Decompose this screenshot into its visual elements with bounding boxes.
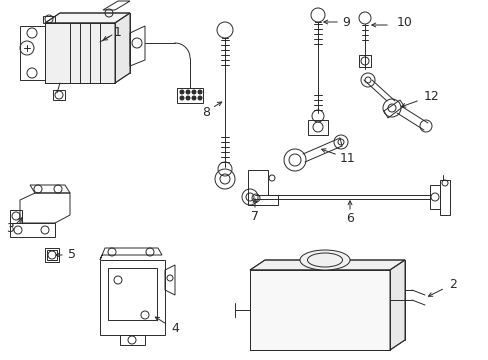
Circle shape [192,96,196,100]
Circle shape [185,90,190,94]
Circle shape [180,96,183,100]
Bar [45,248,59,262]
Text: 8: 8 [202,105,209,118]
Circle shape [192,90,196,94]
Text: 6: 6 [346,211,353,225]
Text: 5: 5 [68,248,76,261]
Text: 10: 10 [396,15,412,28]
Bar [358,55,370,67]
Polygon shape [249,270,389,350]
Text: 3: 3 [6,221,14,234]
Polygon shape [45,13,130,23]
Polygon shape [45,23,115,83]
Circle shape [198,90,202,94]
Text: 11: 11 [340,152,355,165]
Text: 2: 2 [448,279,456,292]
Ellipse shape [299,250,349,270]
Text: 9: 9 [342,15,349,28]
Text: 7: 7 [250,210,259,222]
Circle shape [180,90,183,94]
Text: 4: 4 [171,321,179,334]
Circle shape [198,96,202,100]
Text: 12: 12 [423,90,439,104]
Polygon shape [249,260,404,270]
Polygon shape [115,13,130,83]
Text: 1: 1 [114,26,122,39]
Polygon shape [389,260,404,350]
Circle shape [185,96,190,100]
